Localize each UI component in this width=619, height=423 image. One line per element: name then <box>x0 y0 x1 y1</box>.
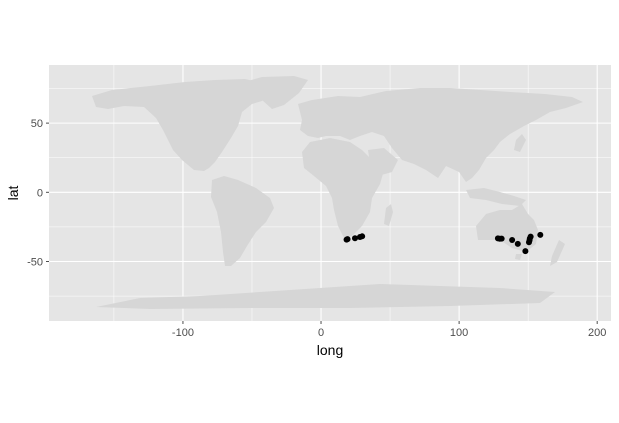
y-axis-ticks: -50 0 50 <box>27 118 49 268</box>
landmass-madagascar <box>384 204 393 226</box>
data-point <box>498 235 505 242</box>
y-axis-title: lat <box>5 186 21 201</box>
data-point <box>522 248 529 255</box>
data-point <box>359 233 366 240</box>
landmass-new-zealand <box>550 240 565 266</box>
landmass-greenland <box>244 76 308 109</box>
data-point <box>509 237 516 244</box>
landmass-japan <box>514 134 526 152</box>
y-tick-label: -50 <box>27 256 43 268</box>
data-point <box>351 235 358 242</box>
data-point <box>537 231 544 238</box>
data-point <box>514 240 521 247</box>
landmass-north-america <box>92 79 268 171</box>
data-point <box>527 233 534 240</box>
landmass-eurasia <box>298 88 583 182</box>
landmass-antarctica <box>96 284 555 309</box>
x-tick-label: 200 <box>588 327 606 339</box>
y-tick-label: 0 <box>37 187 43 199</box>
landmass-africa <box>302 138 384 238</box>
landmass-australia <box>476 204 538 252</box>
landmass-uk <box>318 102 324 112</box>
x-tick-label: -100 <box>172 327 194 339</box>
landmass-tasmania <box>515 254 522 260</box>
x-axis-ticks: -100 0 100 200 <box>172 321 606 339</box>
landmass-sea-islands <box>466 188 526 206</box>
data-point <box>344 236 351 243</box>
y-tick-label: 50 <box>31 118 43 130</box>
x-tick-label: 0 <box>318 327 324 339</box>
x-tick-label: 100 <box>450 327 468 339</box>
x-axis-title: long <box>317 342 343 358</box>
world-landmass <box>92 76 583 309</box>
data-points <box>343 231 544 255</box>
landmass-south-america <box>211 176 274 266</box>
landmass-arabia <box>368 148 398 176</box>
